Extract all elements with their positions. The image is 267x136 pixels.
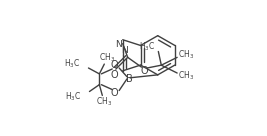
Text: O: O <box>110 89 118 98</box>
Text: CH$_3$: CH$_3$ <box>99 52 115 64</box>
Text: H$_3$C: H$_3$C <box>139 40 155 53</box>
Text: O: O <box>141 66 148 76</box>
Text: O: O <box>110 70 118 80</box>
Text: B: B <box>126 74 132 84</box>
Text: N: N <box>121 46 128 55</box>
Text: CH$_3$: CH$_3$ <box>96 95 112 108</box>
Text: CH$_3$: CH$_3$ <box>178 48 194 61</box>
Text: O: O <box>110 60 118 70</box>
Text: H$_3$C: H$_3$C <box>65 90 81 103</box>
Text: CH$_3$: CH$_3$ <box>178 70 194 82</box>
Text: H$_3$C: H$_3$C <box>64 58 81 70</box>
Text: N: N <box>115 40 122 49</box>
